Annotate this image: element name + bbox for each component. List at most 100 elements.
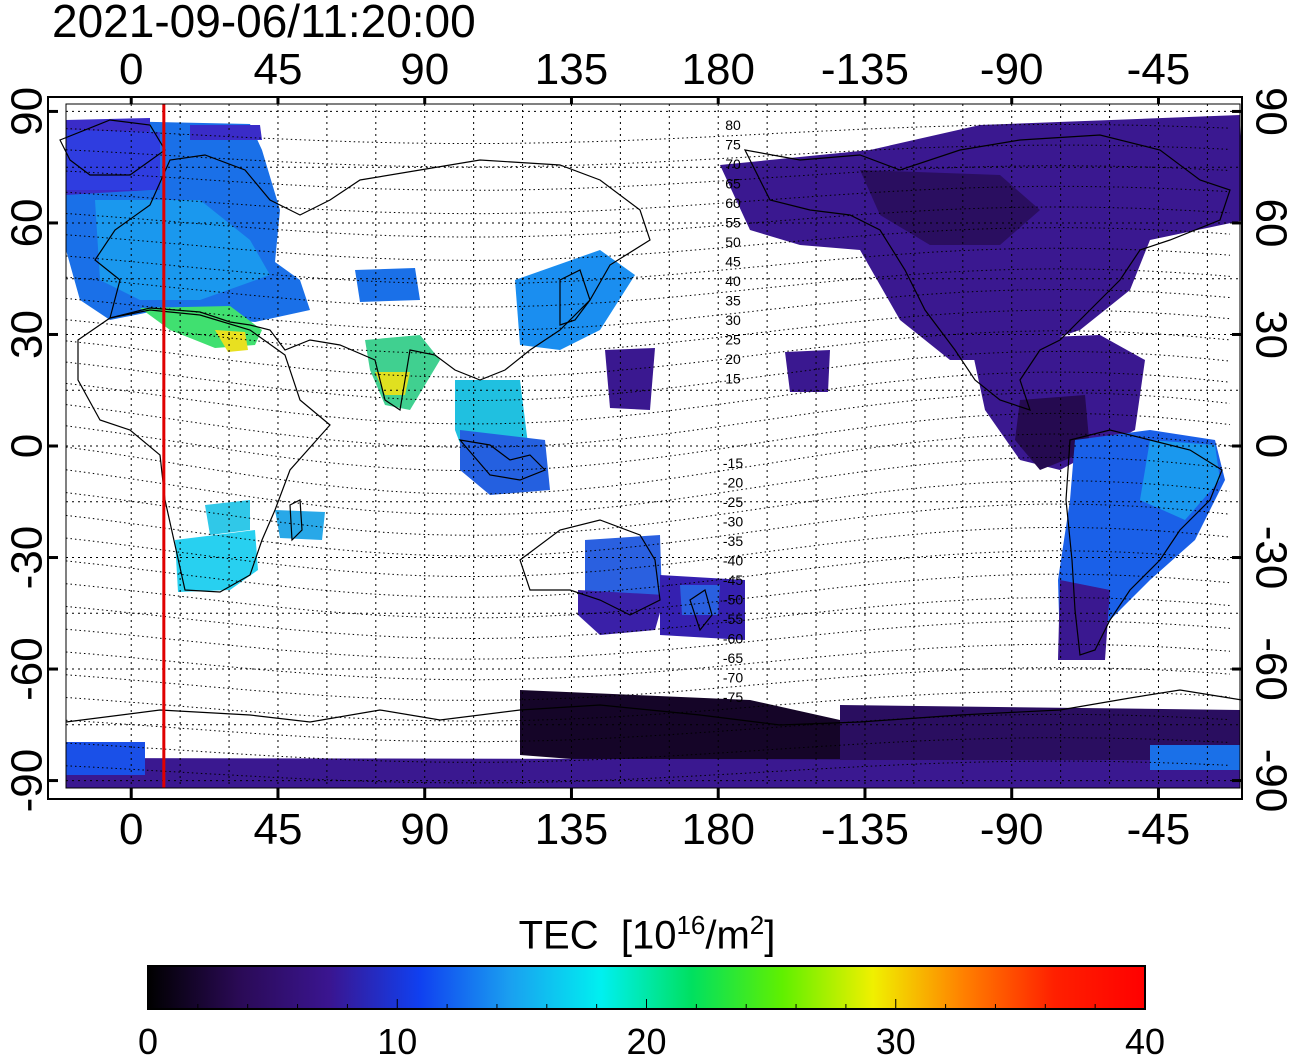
colorbar-ticks: 0 10 20 30 40 (138, 999, 1165, 1057)
tec-patch-central-asia (355, 268, 420, 302)
lon-tick-top: -90 (980, 45, 1044, 94)
lon-tick-bottom: 90 (400, 805, 449, 854)
contour-label: 35 (725, 293, 741, 309)
magnetic-contour-line (65, 456, 1231, 516)
colorbar-tick-label: 10 (377, 1021, 417, 1057)
contour-label: -20 (723, 475, 743, 491)
contour-label: -45 (723, 572, 743, 588)
colorbar-unit-exp: 16 (676, 910, 706, 940)
map-grid (66, 104, 1240, 788)
colorbar-tick-label: 30 (876, 1021, 916, 1057)
magnetic-contour-line (65, 124, 1231, 144)
colorbar-tick-label: 20 (626, 1021, 666, 1057)
coast-indonesia (458, 439, 547, 481)
colorbar-title: TEC [1016/m2] (0, 900, 1294, 960)
magnetic-contour-line (65, 227, 1231, 261)
tec-patch-antarctic-band (66, 758, 1240, 788)
contour-label: 40 (725, 273, 741, 289)
tec-patch-sa-south (1058, 580, 1110, 660)
coast-africa (77, 309, 331, 593)
magnetic-contour-line (65, 392, 1231, 448)
tec-patch-antarctic-dark (520, 690, 860, 765)
lon-tick-bottom: 45 (253, 805, 302, 854)
contour-label: -55 (723, 611, 743, 627)
tec-patch-pacific-cluster (785, 350, 830, 392)
lon-tick-bottom: -45 (1127, 805, 1191, 854)
coast-greenland (59, 119, 166, 176)
coast-japan (559, 269, 591, 326)
lat-tick-left: -30 (3, 526, 52, 590)
contour-label: -30 (723, 514, 743, 530)
tec-patch-india-hot (375, 372, 410, 395)
colorbar-unit-mid: /m (705, 913, 750, 958)
lat-tick-left: 30 (3, 310, 52, 359)
lat-tick-right: 90 (1246, 87, 1294, 136)
lon-tick-top: 90 (400, 45, 449, 94)
lon-tick-bottom: -135 (821, 805, 909, 854)
tec-patch-australia-rim (578, 590, 665, 635)
plot-frame (47, 96, 1243, 800)
lat-tick-left: 0 (3, 434, 52, 458)
contour-label: -35 (723, 533, 743, 549)
lat-tick-left: -90 (3, 749, 52, 813)
contour-label: 65 (725, 176, 741, 192)
magnetic-contour-line (65, 165, 1231, 191)
lon-tick-top: -135 (821, 45, 909, 94)
lon-tick-top: -45 (1127, 45, 1191, 94)
magnetic-contour-line (65, 713, 1231, 743)
lon-tick-top: 180 (682, 45, 755, 94)
magnetic-contour-line (65, 596, 1231, 640)
lat-tick-left: 60 (3, 198, 52, 247)
colorbar-unit-exp2: 2 (749, 910, 765, 940)
contour-label: -40 (723, 553, 743, 569)
magnetic-contour-line (65, 433, 1231, 495)
magnetic-contour-line (65, 247, 1231, 285)
lat-tick-right: 60 (1246, 198, 1294, 247)
lon-tick-bottom: 180 (682, 805, 755, 854)
tec-patch-sw-band (66, 742, 145, 775)
coast-madagascar (289, 499, 303, 542)
contour-label: 25 (725, 332, 741, 348)
coast-south-america (1065, 429, 1223, 656)
tec-patch-east-africa (205, 500, 250, 535)
magnetic-latitude-contours: 80 75 70 65 60 55 50 45 40 35 30 25 20 15 -15 -20 -25 -30… (65, 117, 1231, 784)
contour-label: -25 (723, 494, 743, 510)
contour-label: -60 (723, 631, 743, 647)
contour-label: 20 (725, 351, 741, 367)
contour-label: 80 (725, 117, 741, 133)
lat-tick-right: 30 (1246, 310, 1294, 359)
contour-label: -75 (723, 689, 743, 705)
coast-australia (519, 519, 661, 616)
magnetic-contour-line (65, 480, 1231, 536)
contour-label: 30 (725, 312, 741, 328)
lat-tick-left: -60 (3, 637, 52, 701)
magnetic-contour-line (65, 412, 1231, 472)
magnetic-contour-line (65, 288, 1231, 332)
lon-tick-bottom: 135 (535, 805, 608, 854)
tec-patch-east-asia (515, 250, 635, 350)
colorbar-unit-suffix: ] (764, 913, 776, 958)
tec-patch-antarctic-east (840, 705, 1240, 760)
contour-label: -15 (723, 455, 743, 471)
magnetic-contour-line (65, 737, 1231, 763)
contour-label: 60 (725, 195, 741, 211)
contour-label: 50 (725, 234, 741, 250)
contour-label: 15 (725, 371, 741, 387)
coast-north-america (743, 134, 1231, 411)
lat-tick-right: -90 (1246, 749, 1294, 813)
contour-label: -50 (723, 592, 743, 608)
magnetic-contour-line (65, 643, 1231, 681)
lat-tick-right: 0 (1246, 434, 1294, 458)
colorbar-title-tec: TEC (518, 913, 599, 958)
lon-tick-top: 0 (119, 45, 143, 94)
magnetic-contour-line (65, 690, 1231, 722)
tec-patch-asia-north (190, 125, 262, 140)
coastlines (59, 119, 1242, 726)
magnetic-contour-line (65, 206, 1231, 238)
colorbar-tick-label: 40 (1125, 1021, 1165, 1057)
coast-antarctica (65, 689, 1242, 726)
contour-label: 75 (725, 137, 741, 153)
contour-label: 55 (725, 215, 741, 231)
colorbar-unit-prefix: [10 (620, 913, 677, 958)
